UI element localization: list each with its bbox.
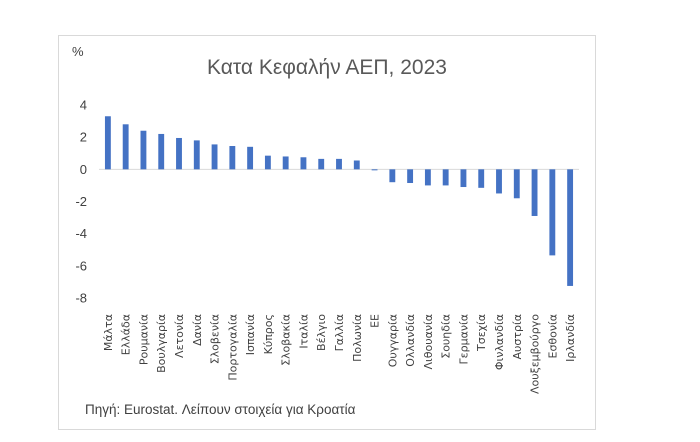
- bar: [549, 169, 556, 256]
- category-label: Σλοβενία: [209, 314, 222, 364]
- bar: [460, 169, 467, 188]
- category-label: Γαλλία: [333, 314, 346, 351]
- source-note: Πηγή: Eurostat. Λείπουν στοιχεία για Κρο…: [85, 402, 356, 417]
- bar: [442, 169, 449, 186]
- category-label: Ουγγαρία: [386, 314, 399, 367]
- bar: [496, 169, 502, 194]
- y-tick-label: 4: [80, 98, 87, 113]
- bar: [371, 169, 378, 171]
- category-label: Ιταλία: [297, 314, 310, 349]
- bar: [282, 156, 289, 170]
- category-label: Κύπρος: [262, 314, 275, 354]
- chart-container: Κατα Κεφαλήν ΑΕΠ, 2023 % 4 2 0 -2 -4 -6 -8 Μάλ…: [58, 35, 596, 430]
- category-label: Βέλγιο: [315, 314, 328, 351]
- bar: [567, 169, 574, 286]
- y-tick-label: -4: [75, 226, 87, 241]
- bar: [247, 146, 254, 170]
- y-tick-label: 2: [80, 130, 87, 145]
- category-label: Μάλτα: [102, 314, 115, 351]
- category-label: Βουλγαρία: [155, 314, 168, 373]
- bar: [158, 133, 165, 170]
- y-tick-label: -6: [75, 258, 87, 273]
- y-tick-label: 0: [80, 162, 87, 177]
- bar: [104, 116, 111, 170]
- category-label: Φινλανδία: [493, 314, 506, 370]
- category-label: Δανία: [191, 314, 204, 346]
- y-unit-label: %: [72, 44, 84, 59]
- category-label: Ιρλανδία: [564, 314, 577, 362]
- bar: [229, 146, 236, 170]
- bar: [318, 158, 325, 170]
- category-label: Εσθονία: [546, 314, 559, 359]
- bar: [211, 144, 218, 170]
- bar: [122, 124, 129, 170]
- bar: [353, 160, 360, 170]
- category-label: Ρουμανία: [137, 314, 150, 365]
- bar: [300, 157, 307, 170]
- category-label: Αυστρία: [511, 314, 524, 359]
- y-tick-label: -2: [75, 194, 87, 209]
- bar: [193, 140, 200, 170]
- y-tick-label: -8: [75, 291, 87, 306]
- bar: [264, 155, 271, 170]
- category-label: Γερμανία: [457, 314, 470, 364]
- bar: [478, 169, 485, 188]
- category-label: Σλοβακία: [280, 314, 293, 366]
- category-label: Σουηδία: [440, 314, 453, 359]
- category-label: Ελλάδα: [120, 314, 133, 355]
- bar: [389, 169, 396, 183]
- bar: [140, 130, 147, 170]
- bar-chart: Κατα Κεφαλήν ΑΕΠ, 2023 % 4 2 0 -2 -4 -6 -8 Μάλ…: [72, 44, 579, 417]
- category-label: Λουξεμβούργο: [529, 314, 542, 394]
- bar: [424, 169, 431, 186]
- category-label: Τσεχία: [475, 314, 488, 352]
- chart-title: Κατα Κεφαλήν ΑΕΠ, 2023: [207, 56, 447, 79]
- bar: [336, 158, 342, 170]
- bar: [407, 169, 414, 184]
- category-label: Πολωνία: [351, 314, 364, 362]
- category-label: Ολλανδία: [404, 314, 417, 367]
- category-label: Λιθουανία: [422, 314, 435, 369]
- category-label: ΕΕ: [369, 314, 382, 328]
- bar: [176, 137, 182, 170]
- category-label: Λετονία: [173, 314, 186, 358]
- bar: [531, 169, 538, 216]
- bar: [513, 169, 520, 199]
- category-label: Πορτογαλία: [226, 314, 239, 381]
- category-label: Ισπανία: [244, 314, 257, 355]
